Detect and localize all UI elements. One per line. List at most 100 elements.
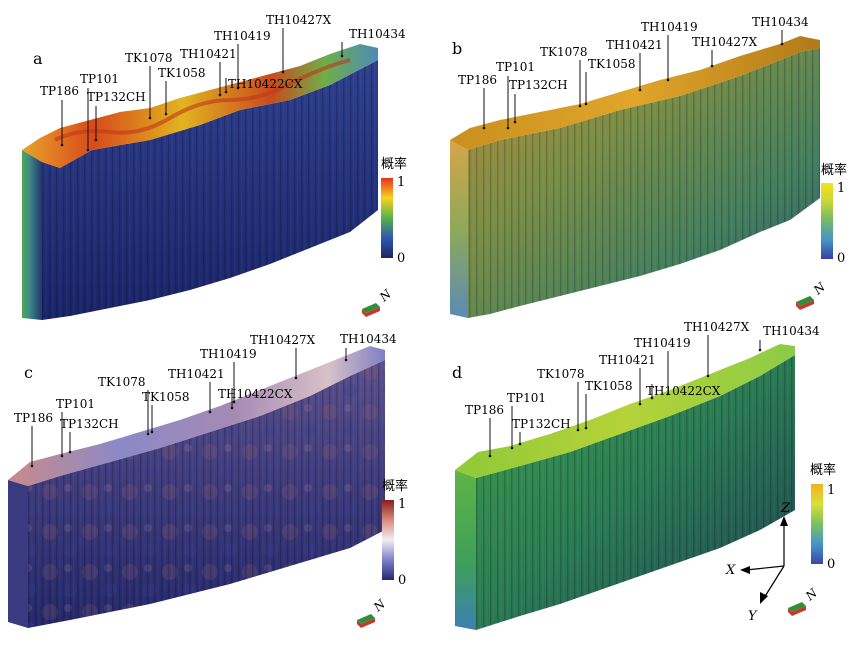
well-marker-dot <box>584 426 588 430</box>
north-arrow-icon <box>362 303 380 317</box>
well-label: TH10434 <box>752 15 809 29</box>
well-label: TH10419 <box>200 347 257 361</box>
well-label: TH10434 <box>349 27 406 41</box>
well-label: TH10419 <box>634 336 691 350</box>
legend-colorbar <box>821 183 833 259</box>
block-top-surface <box>8 346 385 486</box>
well-marker-dot <box>488 454 492 458</box>
panel-letter: c <box>24 363 33 382</box>
well-label: TH10421 <box>168 367 225 381</box>
well-label: TK1058 <box>158 66 206 80</box>
panel-letter: d <box>452 363 462 382</box>
legend-max-label: 1 <box>398 497 406 512</box>
block-left-face <box>455 470 476 630</box>
block-left-face <box>450 140 468 318</box>
well-marker-dot <box>666 392 670 396</box>
well-label: TH10434 <box>763 324 820 338</box>
well-marker-dot <box>710 64 714 68</box>
well-marker-dot <box>148 116 152 120</box>
well-marker-dot <box>482 126 486 130</box>
colorbar-gradient <box>821 183 833 259</box>
well-marker-dot <box>94 138 98 142</box>
well-label: TH10427X <box>250 333 316 347</box>
legend-colorbar <box>381 178 393 258</box>
block-top-surface <box>450 36 820 150</box>
well-label: TK1078 <box>98 375 146 389</box>
well-marker-dot <box>281 70 285 74</box>
well-marker-dot <box>236 86 240 90</box>
well-marker-dot <box>518 442 522 446</box>
north-arrow-icon <box>796 296 814 310</box>
well-label: TP132CH <box>512 417 571 431</box>
well-marker-dot <box>60 454 64 458</box>
north-label: N <box>376 287 394 305</box>
well-marker-dot <box>224 90 228 94</box>
well-label: TH10427X <box>684 320 750 334</box>
well-marker-dot <box>218 93 222 97</box>
well-label: TK1078 <box>125 51 173 65</box>
legend-title: 概率 <box>810 462 836 478</box>
well-marker-dot <box>780 42 784 46</box>
colorbar-gradient <box>381 178 393 258</box>
axes-triad <box>740 516 788 604</box>
well-label: TK1078 <box>537 367 585 381</box>
well-marker-dot <box>30 464 34 468</box>
well-marker-dot <box>650 396 654 400</box>
well-label: TP132CH <box>60 417 119 431</box>
well-label: TH10421 <box>180 47 237 61</box>
well-marker-dot <box>164 112 168 116</box>
colorbar-gradient <box>382 500 394 580</box>
legend-min-label: 0 <box>827 557 835 572</box>
well-label: TH10434 <box>340 332 397 346</box>
well-label: TH10427X <box>692 35 758 49</box>
well-label: TP132CH <box>87 90 146 104</box>
axis-z-label: Z <box>780 501 791 516</box>
north-arrow-icon <box>357 614 375 628</box>
well-label: TH10427X <box>266 13 332 27</box>
well-label: TH10422CX <box>218 387 293 401</box>
well-label: TP132CH <box>509 78 568 92</box>
well-label: TP186 <box>458 73 497 87</box>
legend-min-label: 0 <box>837 251 845 266</box>
well-marker-dot <box>208 410 212 414</box>
well-label: TH10422CX <box>646 384 721 398</box>
well-label: TP186 <box>40 84 79 98</box>
north-label: N <box>370 597 388 615</box>
well-marker-dot <box>638 402 642 406</box>
legend-title: 概率 <box>382 478 408 494</box>
well-marker-dot <box>513 120 517 124</box>
colorbar-gradient <box>811 484 823 564</box>
legend-min-label: 0 <box>397 251 405 266</box>
north-label: N <box>802 586 820 604</box>
well-label: TP186 <box>14 411 53 425</box>
legend-max-label: 1 <box>827 483 835 498</box>
well-label: TH10419 <box>214 29 271 43</box>
block-left-face <box>22 150 42 320</box>
well-label: TK1058 <box>588 57 636 71</box>
well-marker-dot <box>510 446 514 450</box>
well-label: TP101 <box>80 72 119 86</box>
well-marker-dot <box>86 148 90 152</box>
legend-title: 概率 <box>381 156 407 172</box>
well-marker-dot <box>506 126 510 130</box>
north-label: N <box>810 280 828 298</box>
legend-max-label: 1 <box>837 181 845 196</box>
well-label: TK1058 <box>142 390 190 404</box>
well-marker-dot <box>584 102 588 106</box>
well-marker-dot <box>294 376 298 380</box>
well-label: TP101 <box>56 397 95 411</box>
well-label: TK1078 <box>540 45 588 59</box>
axis-y-label: Y <box>748 609 758 624</box>
well-marker-dot <box>232 400 236 404</box>
legend-colorbar <box>382 500 394 580</box>
well-marker-dot <box>68 450 72 454</box>
well-marker-dot <box>146 432 150 436</box>
well-marker-dot <box>638 88 642 92</box>
well-label: TP186 <box>465 403 504 417</box>
block-top-surface <box>455 344 795 478</box>
well-label: TK1058 <box>585 379 633 393</box>
